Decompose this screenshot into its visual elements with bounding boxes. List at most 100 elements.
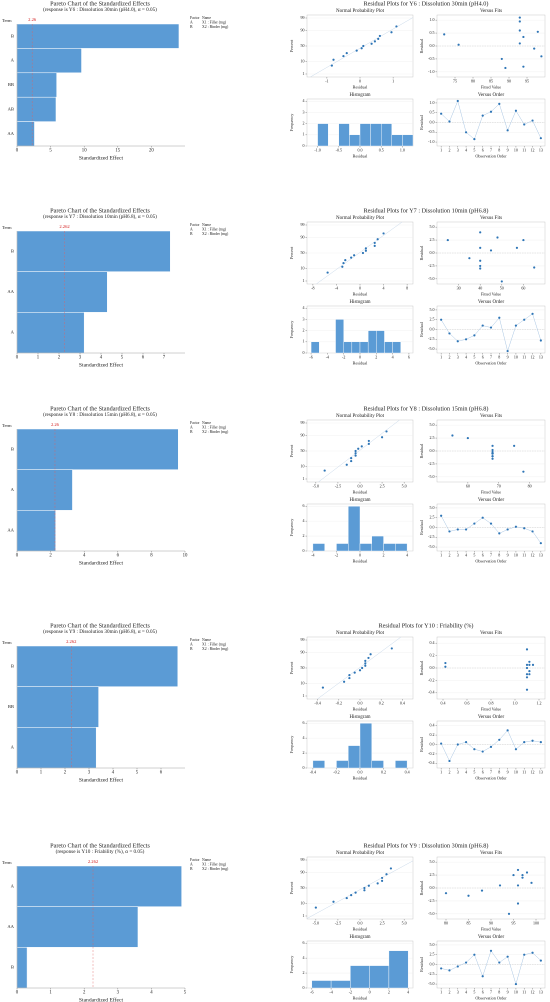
- y-tick-label: 6: [303, 720, 305, 725]
- x-tick-label: 4: [150, 991, 153, 996]
- point: [448, 969, 451, 972]
- x-tick-label: 3: [457, 989, 459, 994]
- point: [506, 729, 509, 732]
- bar: [16, 510, 56, 552]
- x-axis-label: Observation Order: [475, 153, 507, 158]
- bar: [16, 947, 28, 989]
- point: [355, 49, 358, 52]
- x-tick-label: 4: [465, 147, 467, 152]
- histogram-bar: [343, 341, 353, 353]
- x-tick-label: 5: [184, 991, 187, 996]
- point: [443, 33, 446, 36]
- legend-entry: X1 : Filler (mg): [202, 20, 227, 24]
- legend-header: Factor: [190, 421, 200, 425]
- y-tick-label: 50: [301, 665, 305, 670]
- x-tick-label: 12: [531, 552, 535, 557]
- point: [354, 452, 357, 455]
- legend-entry: B: [190, 430, 193, 434]
- histogram-bar: [359, 123, 371, 146]
- x-axis-label: Observation Order: [475, 995, 507, 1000]
- x-tick-label: 8: [498, 989, 500, 994]
- x-tick-label: -0.5: [336, 147, 342, 152]
- point: [504, 66, 507, 70]
- plot-area: [437, 231, 545, 283]
- plot-area: [437, 729, 545, 763]
- y-tick-label: 0: [303, 548, 305, 553]
- x-tick-label: 10: [514, 769, 518, 774]
- y-tick-label: 2: [303, 328, 305, 333]
- x-tick-label: 1.2: [537, 700, 542, 705]
- histogram-bar: [384, 341, 393, 353]
- point: [539, 959, 542, 962]
- y-tick-label: 90: [301, 649, 305, 654]
- legend-header: Name: [202, 858, 211, 862]
- point: [506, 955, 509, 958]
- y-tick-label: 2.5: [430, 515, 435, 520]
- x-tick-label: 0.4: [400, 700, 405, 705]
- x-tick-label: 1: [440, 354, 442, 359]
- legend-entry: A: [190, 642, 193, 646]
- point: [321, 686, 324, 689]
- y-tick-label: -5.0: [428, 911, 434, 916]
- histogram-bar: [383, 543, 396, 551]
- x-tick-label: -0.4: [310, 769, 316, 774]
- x-axis-label: Standardized Effect: [79, 559, 124, 566]
- histogram-bar: [376, 330, 385, 353]
- y-tick-label: 5.0: [430, 942, 435, 947]
- x-tick-label: 1: [40, 771, 43, 776]
- histogram-bar: [312, 543, 325, 551]
- plot-title: Versus Fits: [480, 414, 502, 419]
- chart-subtitle: (response is Y7 : Dissolution 10min (pH6…: [43, 213, 157, 220]
- point: [373, 241, 376, 245]
- point: [464, 131, 468, 134]
- y-tick-label: 10: [301, 463, 305, 468]
- y-tick-label: 3: [303, 316, 305, 321]
- legend-entry: A: [190, 425, 193, 429]
- y-tick-label: 0: [303, 143, 305, 148]
- point: [491, 448, 494, 452]
- point: [364, 247, 367, 250]
- y-tick-label: 1.0: [430, 100, 435, 105]
- plot-area: [310, 319, 401, 353]
- y-tick-label: 5.0: [430, 422, 435, 427]
- x-tick-label: 0: [16, 356, 19, 361]
- point: [364, 249, 367, 252]
- point: [539, 339, 542, 342]
- y-tick-label: -5.0: [428, 276, 434, 281]
- point: [448, 530, 451, 533]
- x-axis-label: Residual: [353, 84, 368, 89]
- point: [380, 436, 384, 439]
- y-tick-label: -5.0: [428, 981, 434, 986]
- legend-entry: X2 : Binder (mg): [202, 232, 229, 236]
- plot-title: Normal Probability Plot: [336, 216, 385, 221]
- y-tick-label: -2.5: [428, 898, 434, 903]
- point: [380, 876, 384, 880]
- y-tick-label: 6: [303, 503, 305, 508]
- point: [539, 542, 542, 545]
- point: [481, 750, 484, 753]
- y-tick-label: -5.0: [428, 474, 434, 479]
- y-tick-label: 50: [301, 448, 305, 453]
- histogram-bar: [371, 760, 384, 768]
- point: [364, 662, 367, 665]
- y-axis-label: Percent: [289, 39, 294, 52]
- point: [506, 349, 509, 353]
- point: [523, 527, 526, 530]
- point: [464, 528, 468, 531]
- x-tick-label: -1.0: [314, 147, 320, 152]
- point: [345, 896, 348, 900]
- histogram-bar: [317, 123, 329, 146]
- x-tick-label: -4: [326, 354, 329, 359]
- y-tick-label: 4: [303, 955, 305, 960]
- point: [473, 334, 476, 337]
- y-axis-label: Percent: [289, 444, 294, 457]
- y-axis-label: Residual: [419, 443, 424, 458]
- point: [523, 953, 526, 956]
- y-tick-label: 0.0: [430, 665, 435, 670]
- histogram-bar: [349, 134, 361, 146]
- category-label: AA: [7, 924, 14, 929]
- plot-area: [318, 420, 400, 482]
- point: [323, 469, 326, 472]
- y-tick-label: 4: [303, 735, 305, 740]
- point: [525, 673, 529, 676]
